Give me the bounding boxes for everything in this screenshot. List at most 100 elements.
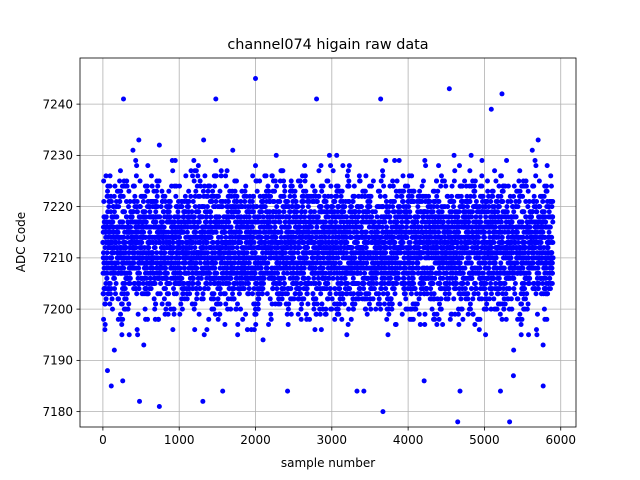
data-point xyxy=(352,255,358,261)
data-point xyxy=(204,204,210,210)
data-point xyxy=(388,296,394,302)
data-point xyxy=(281,178,287,184)
data-point xyxy=(235,322,241,327)
data-point xyxy=(214,270,220,276)
data-point xyxy=(181,229,187,235)
data-point xyxy=(145,163,151,169)
data-point xyxy=(134,291,140,297)
data-point xyxy=(152,281,158,286)
data-point xyxy=(477,265,483,271)
data-point xyxy=(414,219,420,225)
data-point xyxy=(169,255,175,261)
data-point xyxy=(181,281,187,286)
data-point xyxy=(255,306,261,312)
data-point xyxy=(251,240,257,245)
data-point xyxy=(254,188,260,194)
data-point xyxy=(246,286,252,292)
data-point xyxy=(175,209,181,215)
data-point xyxy=(215,296,221,302)
data-point xyxy=(147,275,153,281)
data-point xyxy=(170,327,176,333)
data-point xyxy=(372,209,378,215)
data-point xyxy=(196,281,202,286)
data-point xyxy=(298,316,304,322)
data-point xyxy=(335,306,341,312)
data-point xyxy=(446,291,452,297)
data-point xyxy=(128,224,134,230)
data-point xyxy=(336,311,342,317)
data-point xyxy=(293,199,299,204)
data-point xyxy=(346,163,352,169)
data-point xyxy=(149,250,155,256)
data-point xyxy=(130,147,136,153)
data-point xyxy=(184,229,190,235)
data-point xyxy=(394,178,400,184)
data-point xyxy=(468,152,474,158)
data-point xyxy=(288,311,294,317)
data-point xyxy=(127,199,133,204)
data-point xyxy=(410,316,416,322)
data-point xyxy=(107,291,113,297)
data-point xyxy=(329,306,335,312)
data-point xyxy=(373,306,379,312)
data-point xyxy=(476,327,482,333)
data-point xyxy=(129,214,135,220)
data-point xyxy=(219,204,225,210)
data-point xyxy=(318,327,324,333)
data-point xyxy=(134,209,140,215)
data-point xyxy=(158,281,164,286)
data-point xyxy=(230,291,236,297)
data-point xyxy=(261,275,267,281)
data-point xyxy=(249,199,255,204)
data-point xyxy=(456,229,462,235)
data-point xyxy=(467,306,473,312)
data-point xyxy=(302,178,308,184)
data-point xyxy=(259,291,265,297)
data-point xyxy=(438,306,444,312)
data-point xyxy=(144,183,150,189)
data-point xyxy=(328,183,334,189)
data-point xyxy=(375,229,381,235)
data-point xyxy=(315,214,321,220)
data-point xyxy=(363,229,369,235)
data-point xyxy=(341,301,347,307)
data-point xyxy=(381,301,387,307)
data-point xyxy=(305,204,311,210)
data-point xyxy=(466,255,472,261)
data-point xyxy=(167,214,173,220)
data-point xyxy=(277,199,283,204)
data-point xyxy=(173,193,179,199)
data-point xyxy=(177,183,183,189)
data-point xyxy=(395,270,401,276)
data-point xyxy=(276,209,282,215)
data-point xyxy=(354,229,360,235)
data-point xyxy=(385,332,391,338)
data-point xyxy=(445,204,451,210)
data-point xyxy=(238,240,244,245)
data-point xyxy=(186,204,192,210)
data-point xyxy=(412,286,418,292)
data-point xyxy=(281,281,287,286)
data-point xyxy=(394,281,400,286)
data-point xyxy=(314,301,320,307)
data-point xyxy=(300,204,306,210)
data-point xyxy=(416,245,422,251)
data-point xyxy=(445,296,451,302)
data-point xyxy=(256,296,262,302)
data-point xyxy=(295,204,301,210)
data-point xyxy=(163,306,169,312)
data-point xyxy=(479,173,485,179)
data-point xyxy=(116,204,122,210)
data-point xyxy=(207,183,213,189)
data-point xyxy=(104,270,110,276)
data-point xyxy=(103,296,109,302)
data-point xyxy=(184,296,190,302)
data-point xyxy=(344,214,350,220)
data-point xyxy=(102,322,108,327)
data-point xyxy=(309,224,315,230)
data-point xyxy=(238,306,244,312)
data-point xyxy=(181,214,187,220)
data-point xyxy=(101,199,107,204)
data-point xyxy=(429,265,435,271)
